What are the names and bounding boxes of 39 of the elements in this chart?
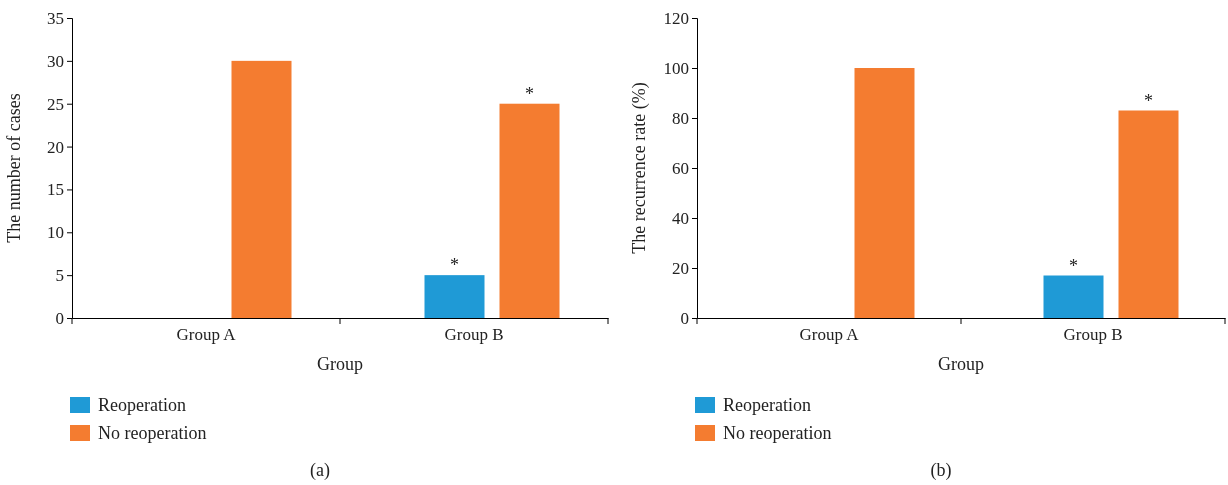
y-tick-label: 35 [47,8,64,28]
bar [1043,275,1104,318]
bar [1118,110,1179,318]
x-tick-label: Group A [176,324,237,344]
x-tick-label: Group A [799,324,860,344]
annotation: * [1144,90,1153,111]
text: (b) [930,460,952,481]
y-tick-label: 20 [672,258,689,278]
y-tick-label: 10 [47,223,64,243]
y-axis-title: The recurrence rate (%) [629,82,650,254]
y-tick-label: 0 [680,308,689,328]
y-tick-label: 80 [672,108,689,128]
y-tick-label: 40 [672,208,689,228]
y-tick-label: 100 [663,58,689,78]
y-tick-label: 120 [663,8,689,28]
y-tick-label: 60 [672,158,689,178]
y-tick-label: 5 [55,266,64,286]
text: (a) [310,460,330,481]
x-tick-label: Group B [1063,324,1123,344]
bar [231,60,292,318]
x-axis-title: Group [938,354,984,374]
annotation: * [1069,255,1078,276]
bar [854,68,915,318]
x-axis-title: Group [317,354,363,374]
legend-label: Reoperation [98,395,186,415]
legend-label: Reoperation [723,395,811,415]
y-tick-label: 0 [55,308,64,328]
x-tick-label: Group B [444,324,504,344]
y-tick-label: 20 [47,137,64,157]
annotation: * [450,255,459,276]
y-axis-title: The number of cases [4,93,24,243]
legend-label: No reoperation [98,423,207,443]
y-tick-label: 25 [47,94,64,114]
y-tick-label: 15 [47,180,64,200]
bar [499,103,560,318]
annotation: * [525,83,534,104]
bar [424,275,485,318]
y-tick-label: 30 [47,51,64,71]
legend-label: No reoperation [723,423,832,443]
